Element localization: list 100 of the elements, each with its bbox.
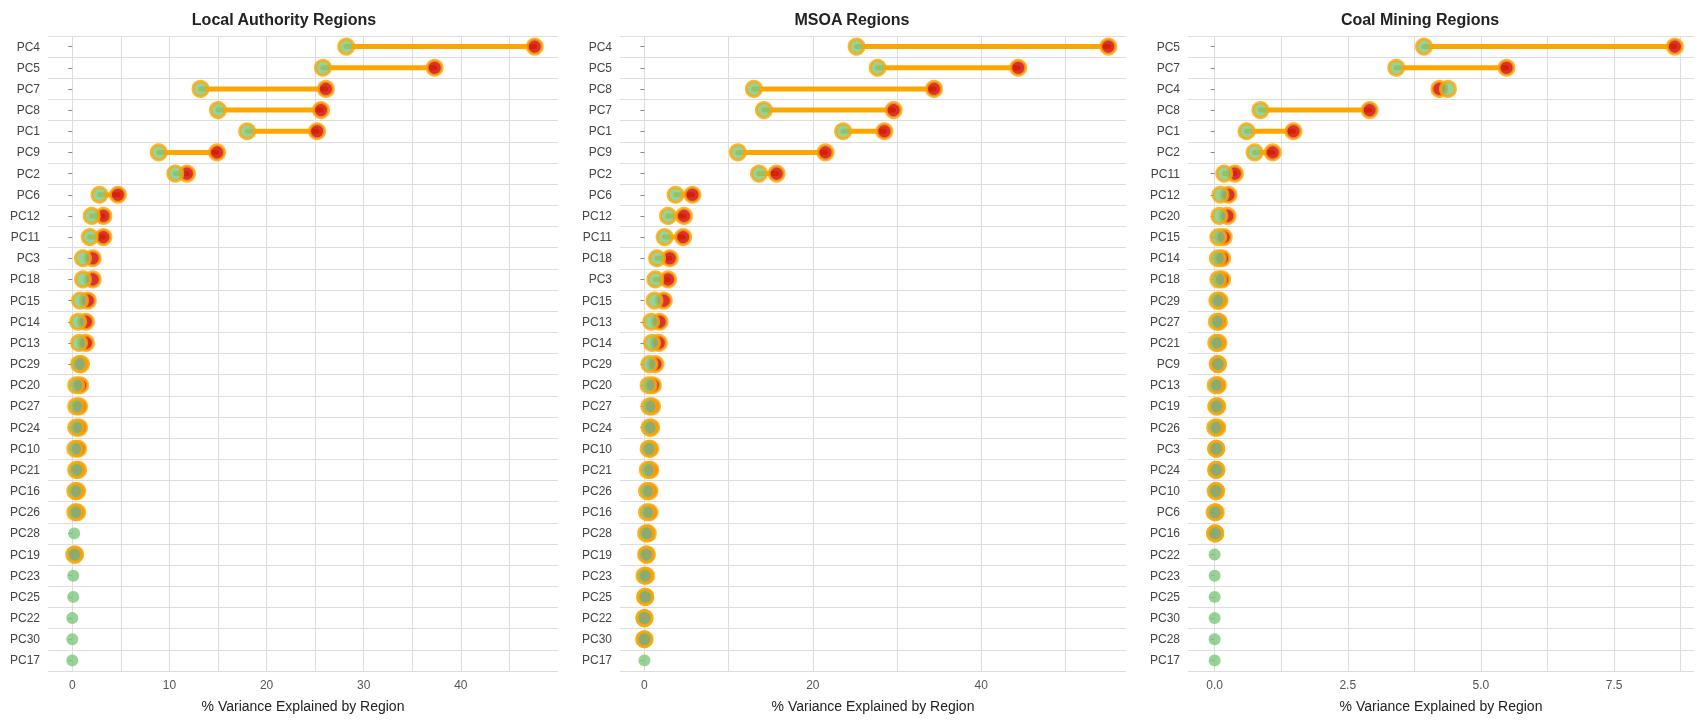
- y-tick-label: PC3: [588, 272, 613, 287]
- y-tick-label: PC6: [1156, 505, 1181, 520]
- y-tick-label: PC24: [581, 420, 613, 435]
- y-tick-label: PC28: [9, 526, 41, 541]
- y-tick-label: PC5: [1156, 39, 1181, 54]
- y-tick-label: PC8: [1156, 103, 1181, 118]
- y-tick-label: PC30: [581, 632, 613, 647]
- y-tick-label: PC27: [581, 399, 613, 414]
- y-tick-label: PC13: [1149, 378, 1181, 393]
- x-tick-label: 2.5: [1339, 678, 1357, 692]
- y-tick-label: PC20: [581, 378, 613, 393]
- y-tick-label: PC25: [581, 589, 613, 604]
- y-tick-label: PC10: [581, 441, 613, 456]
- chart-title: Local Authority Regions: [191, 10, 377, 28]
- x-tick-label: 0: [68, 678, 76, 692]
- y-tick-label: PC5: [588, 60, 613, 75]
- y-tick-label: PC22: [1149, 547, 1181, 562]
- y-tick-label: PC13: [9, 335, 41, 350]
- x-tick-label: 20: [806, 678, 820, 692]
- y-tick-label: PC26: [581, 484, 613, 499]
- x-tick-label: 20: [259, 678, 274, 692]
- y-tick-label: PC23: [9, 568, 41, 583]
- y-tick-label: PC25: [9, 589, 41, 604]
- y-tick-label: PC15: [1149, 230, 1181, 245]
- y-tick-label: PC17: [581, 653, 613, 668]
- y-tick-label: PC23: [581, 568, 613, 583]
- y-tick-label: PC16: [581, 505, 613, 520]
- y-tick-label: PC11: [1150, 166, 1181, 181]
- y-tick-label: PC17: [1149, 653, 1181, 668]
- y-tick-label: PC13: [581, 314, 613, 329]
- y-tick-label: PC7: [588, 103, 613, 118]
- y-tick-label: PC22: [581, 611, 613, 626]
- y-tick-label: PC4: [16, 39, 41, 54]
- y-tick-label: PC14: [581, 335, 613, 350]
- y-tick-label: PC14: [9, 314, 41, 329]
- y-tick-label: PC20: [1149, 208, 1181, 223]
- y-tick-label: PC2: [588, 166, 613, 181]
- y-tick-label: PC25: [1149, 589, 1181, 604]
- y-tick-label: PC11: [582, 230, 613, 245]
- y-tick-label: PC11: [10, 230, 41, 245]
- y-tick-label: PC4: [1156, 81, 1181, 96]
- y-tick-label: PC9: [588, 145, 613, 160]
- x-tick-label: 30: [357, 678, 371, 692]
- x-axis-title: % Variance Explained by Region: [771, 698, 975, 714]
- y-tick-label: PC18: [9, 272, 41, 287]
- y-tick-label: PC19: [9, 547, 41, 562]
- y-tick-label: PC14: [1149, 251, 1181, 266]
- y-tick-label: PC18: [1149, 272, 1181, 287]
- y-tick-label: PC15: [9, 293, 41, 308]
- y-tick-label: PC29: [581, 357, 613, 372]
- x-tick-label: 40: [454, 678, 468, 692]
- y-tick-label: PC8: [588, 81, 613, 96]
- y-tick-label: PC16: [1149, 526, 1181, 541]
- y-tick-label: PC3: [16, 251, 41, 266]
- x-tick-label: 40: [974, 678, 989, 692]
- chart-title: Coal Mining Regions: [1340, 10, 1500, 28]
- x-tick-label: 0: [641, 678, 649, 692]
- x-axis-title: % Variance Explained by Region: [201, 698, 405, 714]
- y-tick-label: PC24: [9, 420, 41, 435]
- x-tick-label: 5.0: [1472, 678, 1490, 692]
- y-tick-label: PC28: [581, 526, 613, 541]
- y-tick-label: PC30: [9, 632, 41, 647]
- chart-title: MSOA Regions: [794, 10, 910, 28]
- y-tick-label: PC16: [9, 484, 41, 499]
- y-tick-label: PC15: [581, 293, 613, 308]
- y-tick-label: PC2: [1156, 145, 1181, 160]
- y-tick-label: PC26: [9, 505, 41, 520]
- y-tick-label: PC27: [1149, 314, 1181, 329]
- y-tick-label: PC23: [1149, 568, 1181, 583]
- y-tick-label: PC7: [1156, 60, 1181, 75]
- y-tick-label: PC9: [16, 145, 41, 160]
- y-tick-label: PC21: [581, 462, 613, 477]
- y-tick-label: PC2: [16, 166, 41, 181]
- y-tick-label: PC30: [1149, 611, 1181, 626]
- y-tick-label: PC6: [588, 187, 613, 202]
- y-tick-label: PC4: [588, 39, 613, 54]
- y-tick-label: PC9: [1156, 357, 1181, 372]
- y-tick-label: PC1: [16, 124, 41, 139]
- y-tick-label: PC17: [9, 653, 41, 668]
- y-tick-label: PC7: [16, 81, 41, 96]
- y-tick-label: PC24: [1149, 462, 1181, 477]
- y-tick-label: PC12: [1149, 187, 1181, 202]
- x-tick-label: 10: [162, 678, 177, 692]
- y-tick-label: PC10: [9, 441, 41, 456]
- x-tick-label: 0.0: [1206, 678, 1224, 692]
- y-tick-label: PC1: [588, 124, 613, 139]
- y-tick-label: PC21: [1149, 335, 1181, 350]
- y-tick-label: PC12: [581, 208, 613, 223]
- y-tick-label: PC28: [1149, 632, 1181, 647]
- x-tick-label: 7.5: [1605, 678, 1623, 692]
- y-tick-label: PC5: [16, 60, 41, 75]
- y-tick-label: PC29: [1149, 293, 1181, 308]
- y-tick-label: PC19: [581, 547, 613, 562]
- y-tick-label: PC10: [1149, 484, 1181, 499]
- y-tick-label: PC19: [1149, 399, 1181, 414]
- y-tick-label: PC1: [1156, 124, 1181, 139]
- y-tick-label: PC8: [16, 103, 41, 118]
- y-tick-label: PC29: [9, 357, 41, 372]
- y-tick-label: PC27: [9, 399, 41, 414]
- y-tick-label: PC18: [581, 251, 613, 266]
